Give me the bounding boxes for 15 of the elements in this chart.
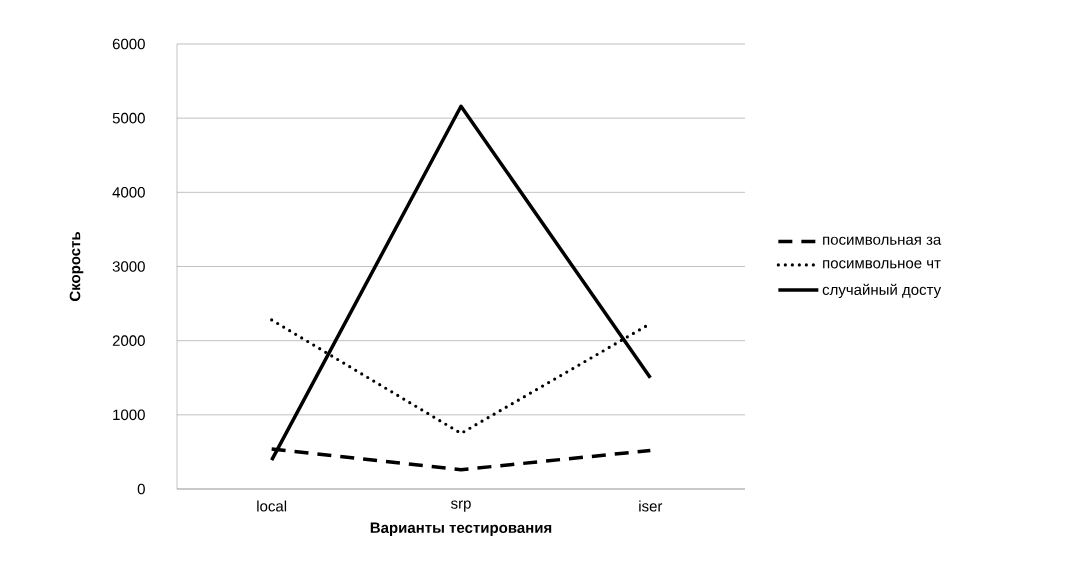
y-tick-label: 0 [137, 483, 145, 495]
y-tick-label: 2000 [112, 335, 145, 346]
y-tick-label: 4000 [112, 187, 145, 198]
legend-label: посимвольное чт [823, 260, 941, 269]
legend-label: посимвольная за [823, 236, 942, 245]
y-axis-title: Скорость [69, 231, 84, 302]
x-tick-label: iser [639, 500, 663, 512]
legend-label: случайный досту [822, 283, 942, 298]
y-tick-label: 1000 [113, 409, 145, 421]
y-tick-label: 6000 [112, 38, 145, 50]
x-tick-label: local [257, 500, 287, 512]
y-tick-label: 5000 [112, 112, 145, 124]
x-tick-label: srp [451, 500, 471, 512]
y-tick-label: 3000 [112, 261, 145, 272]
x-axis-title: Варианты тестирования [370, 522, 552, 536]
